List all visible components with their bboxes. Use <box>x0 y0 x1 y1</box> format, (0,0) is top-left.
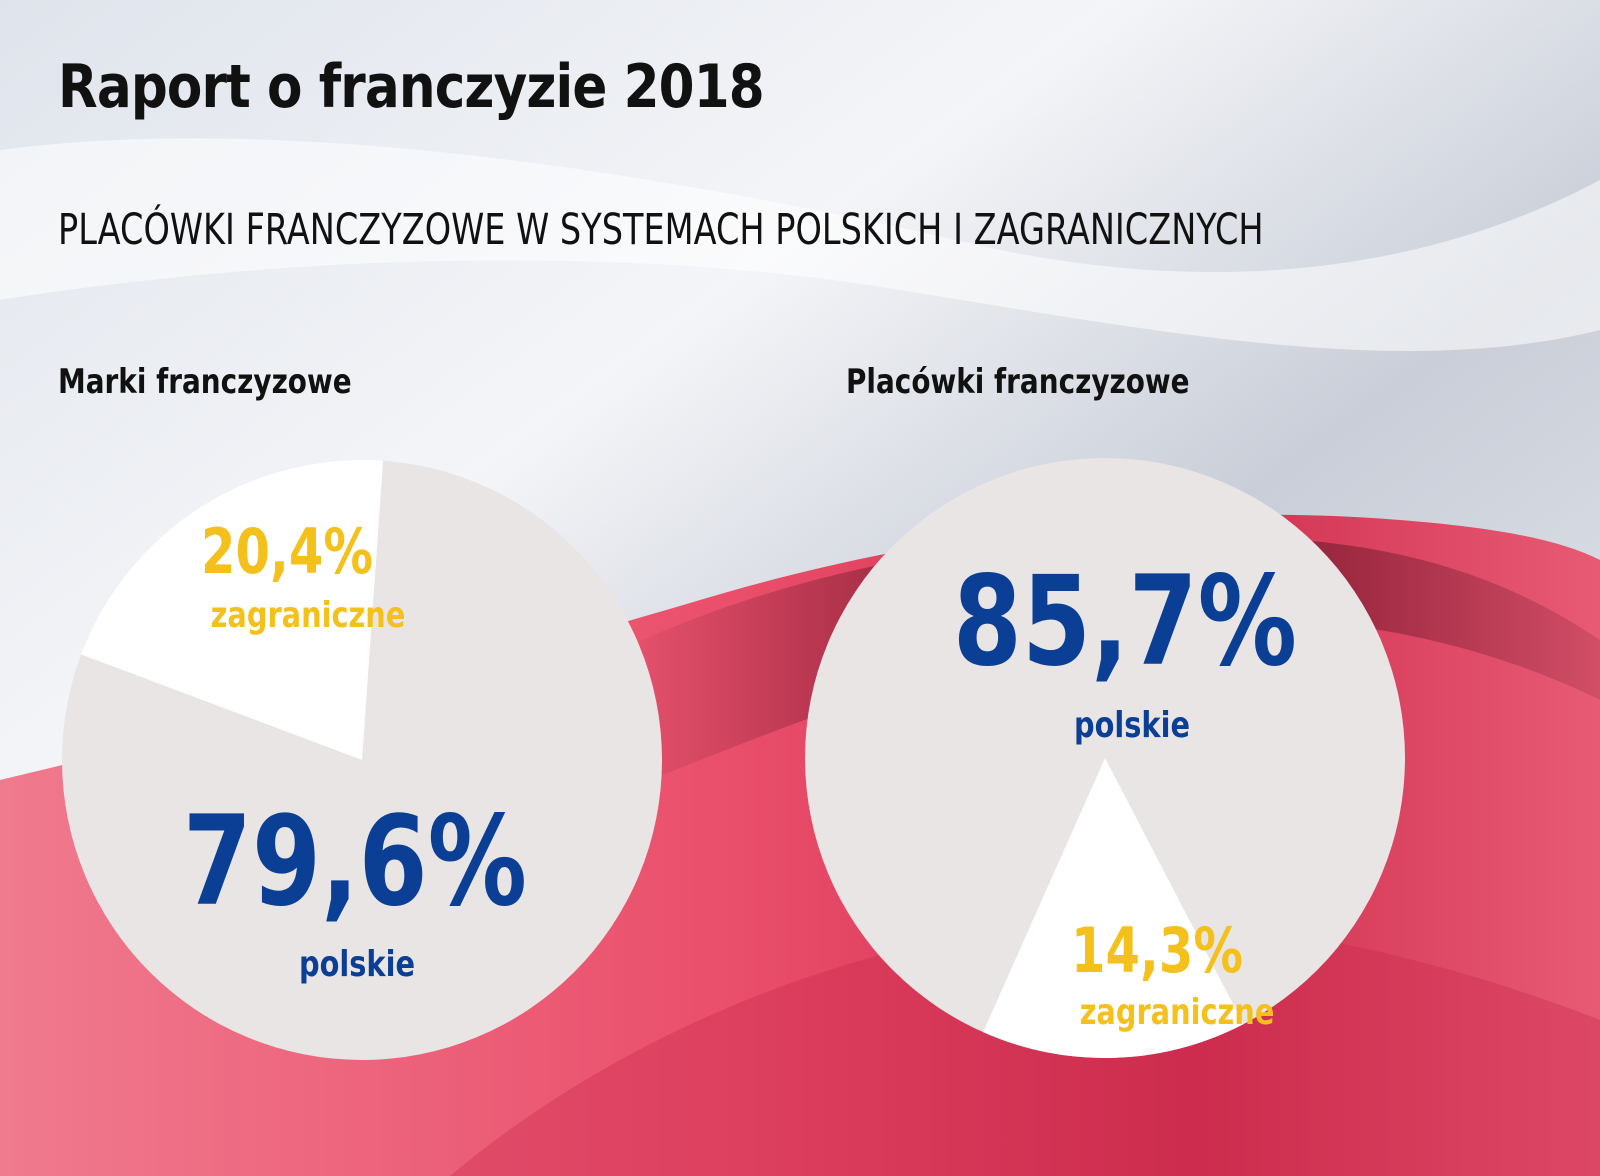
pie2-major-value: 85,7% <box>952 550 1298 694</box>
pie1-minor-value: 20,4% <box>200 515 374 588</box>
page-subtitle: PLACÓWKI FRANCZYZOWE W SYSTEMACH POLSKIC… <box>58 205 1264 255</box>
chart-title-marki: Marki franczyzowe <box>58 362 352 402</box>
pie2-slice-zagraniczne <box>983 758 1244 1058</box>
pie1-major-label: polskie <box>299 944 415 985</box>
pie2-minor-label: zagraniczne <box>1079 992 1275 1033</box>
page-title: Raport o franczyzie 2018 <box>58 52 765 122</box>
chart-title-placowki: Placówki franczyzowe <box>846 362 1190 402</box>
pie2-minor-value: 14,3% <box>1070 914 1244 987</box>
pie1-slice-zagraniczne <box>81 460 384 760</box>
pie2-major-label: polskie <box>1074 705 1190 746</box>
pie1-minor-label: zagraniczne <box>210 595 406 636</box>
pie1-major-value: 79,6% <box>182 790 528 934</box>
